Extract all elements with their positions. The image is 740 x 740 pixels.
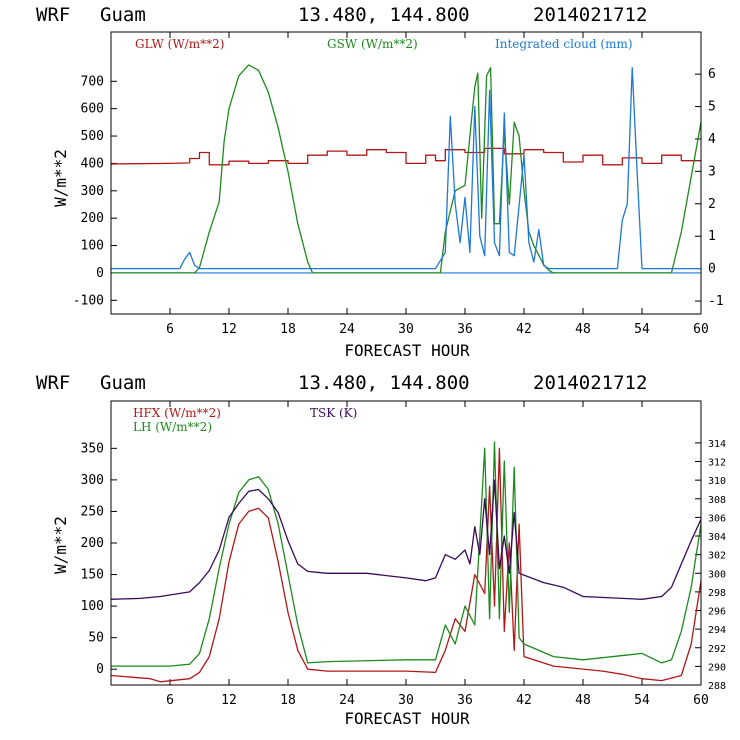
y-tick-label: 700 <box>81 74 104 89</box>
x-tick-label: 12 <box>221 693 237 708</box>
x-tick-label: 6 <box>166 322 174 337</box>
y2-axis-ticks-1: -1 0 1 2 3 4 5 6 <box>695 67 724 309</box>
x-tick-label: 54 <box>634 693 650 708</box>
x-tick-label: 18 <box>280 322 296 337</box>
plot-frame-1 <box>110 31 702 315</box>
y-tick-label: 600 <box>81 102 104 117</box>
y-tick-label: 200 <box>81 211 104 226</box>
header-station: Guam <box>100 4 146 26</box>
x-tick-label: 42 <box>516 693 532 708</box>
y-tick-label: 300 <box>81 473 104 488</box>
y2-tick-label: -1 <box>708 294 724 309</box>
header-model: WRF <box>36 372 70 394</box>
x-tick-label: 60 <box>693 693 709 708</box>
panel-2: WRF Guam 13.480, 144.800 2014021712 HFX … <box>36 372 726 728</box>
series-line-integrated <box>111 67 701 270</box>
y-tick-label: 150 <box>81 568 104 583</box>
x-axis-ticks-1: 6 12 18 24 30 36 42 48 54 60 <box>166 32 709 337</box>
x-tick-label: 54 <box>634 322 650 337</box>
y-tick-label: 0 <box>96 266 104 281</box>
y-tick-label: 350 <box>81 441 104 456</box>
y2-tick-label: 1 <box>708 229 716 244</box>
y2-tick-label: 0 <box>708 262 716 277</box>
x-axis-ticks-2: 6 12 18 24 30 36 42 48 54 60 <box>166 401 709 708</box>
y2-tick-label: 292 <box>708 644 726 655</box>
y-tick-label: -100 <box>73 293 104 308</box>
legend-hfx: HFX (W/m**2) <box>133 406 221 420</box>
y2-tick-label: 302 <box>708 551 726 562</box>
x-tick-label: 36 <box>457 693 473 708</box>
series-line-gsw <box>111 64 702 274</box>
legend-lh: LH (W/m**2) <box>133 420 212 434</box>
x-tick-label: 60 <box>693 322 709 337</box>
y2-axis-ticks-2: 288 290 292 294 296 298 300 302 304 306 308 310 312 3… <box>695 439 726 692</box>
y-axis-ticks-2: 0 50 100 150 200 250 300 350 <box>81 441 117 677</box>
y2-tick-label: 308 <box>708 495 726 506</box>
legend-gsw: GSW (W/m**2) <box>327 37 418 51</box>
y2-tick-label: 5 <box>708 100 716 115</box>
y2-tick-label: 3 <box>708 164 716 179</box>
x-tick-label: 30 <box>398 322 414 337</box>
x-tick-label: 6 <box>166 693 174 708</box>
x-axis-label-1: FORECAST HOUR <box>344 341 470 360</box>
header-station: Guam <box>100 372 146 394</box>
y-tick-label: 500 <box>81 129 104 144</box>
y-tick-label: 100 <box>81 599 104 614</box>
y2-tick-label: 290 <box>708 662 726 673</box>
x-tick-label: 18 <box>280 693 296 708</box>
y2-tick-label: 296 <box>708 607 726 618</box>
x-tick-label: 36 <box>457 322 473 337</box>
y2-tick-label: 310 <box>708 476 726 487</box>
series-line-tsk <box>110 479 702 600</box>
x-tick-label: 42 <box>516 322 532 337</box>
y2-tick-label: 314 <box>708 439 726 450</box>
header-model: WRF <box>36 4 70 26</box>
y-tick-label: 0 <box>96 662 104 677</box>
y2-tick-label: 298 <box>708 588 726 599</box>
y-tick-label: 250 <box>81 504 104 519</box>
y2-tick-label: 2 <box>708 197 716 212</box>
y-axis-ticks-1: -100 0 100 200 300 400 500 600 700 <box>73 74 117 308</box>
x-tick-label: 12 <box>221 322 237 337</box>
y2-tick-label: 312 <box>708 458 726 469</box>
x-tick-label: 24 <box>339 322 355 337</box>
legend-glw: GLW (W/m**2) <box>135 37 224 51</box>
x-tick-label: 24 <box>339 693 355 708</box>
legend-tsk: TSK (K) <box>310 406 357 420</box>
header-coords: 13.480, 144.800 <box>298 4 470 26</box>
y2-tick-label: 306 <box>708 513 726 524</box>
y-axis-label-1: W/m**2 <box>51 149 70 207</box>
plot-frame-2 <box>110 400 702 686</box>
series-line-glw <box>110 147 701 166</box>
y2-tick-label: 300 <box>708 569 726 580</box>
y-tick-label: 300 <box>81 184 104 199</box>
y-tick-label: 50 <box>88 631 104 646</box>
y-axis-label-2: W/m**2 <box>51 516 70 574</box>
header-init: 2014021712 <box>533 4 647 26</box>
y2-tick-label: 304 <box>708 532 726 543</box>
x-tick-label: 48 <box>575 693 591 708</box>
y2-tick-label: 4 <box>708 132 716 147</box>
y-tick-label: 100 <box>81 239 104 254</box>
y2-tick-label: 6 <box>708 67 716 82</box>
x-tick-label: 48 <box>575 322 591 337</box>
y-tick-label: 400 <box>81 156 104 171</box>
series-group-2 <box>110 441 702 683</box>
header-init: 2014021712 <box>533 372 647 394</box>
header-coords: 13.480, 144.800 <box>298 372 470 394</box>
series-group-1 <box>110 64 702 274</box>
y-tick-label: 200 <box>81 536 104 551</box>
x-axis-label-2: FORECAST HOUR <box>344 709 470 728</box>
x-tick-label: 30 <box>398 693 414 708</box>
panel-1: WRF Guam 13.480, 144.800 2014021712 GLW … <box>36 4 724 360</box>
y2-tick-label: 288 <box>708 681 726 692</box>
y2-tick-label: 294 <box>708 625 726 636</box>
legend-cloud: Integrated cloud (mm) <box>495 37 633 51</box>
